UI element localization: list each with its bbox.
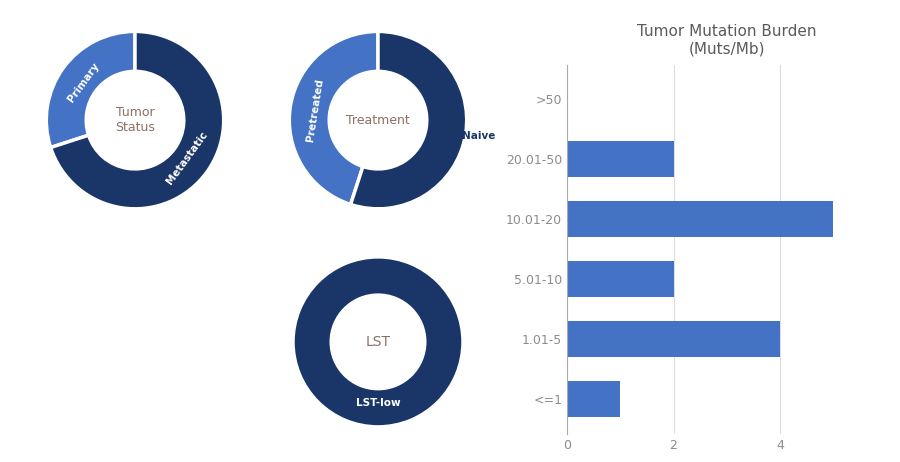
Text: LST: LST <box>365 335 391 349</box>
Text: Pretreated: Pretreated <box>305 78 325 142</box>
Text: LST-low: LST-low <box>356 398 400 408</box>
Wedge shape <box>46 31 135 147</box>
Wedge shape <box>50 31 224 209</box>
Bar <box>567 141 673 177</box>
Bar <box>567 201 833 237</box>
Bar <box>567 382 620 418</box>
Title: Tumor Mutation Burden
(Muts/Mb): Tumor Mutation Burden (Muts/Mb) <box>637 24 816 56</box>
Wedge shape <box>351 31 467 209</box>
Text: Treatment: Treatment <box>346 114 410 127</box>
Wedge shape <box>289 31 378 205</box>
Bar <box>567 261 673 298</box>
Text: Primary: Primary <box>66 61 101 104</box>
Text: Metastatic: Metastatic <box>164 129 209 186</box>
Text: Naive: Naive <box>462 131 495 141</box>
Wedge shape <box>293 257 463 427</box>
Bar <box>567 322 780 358</box>
Text: Tumor
Status: Tumor Status <box>115 106 155 134</box>
